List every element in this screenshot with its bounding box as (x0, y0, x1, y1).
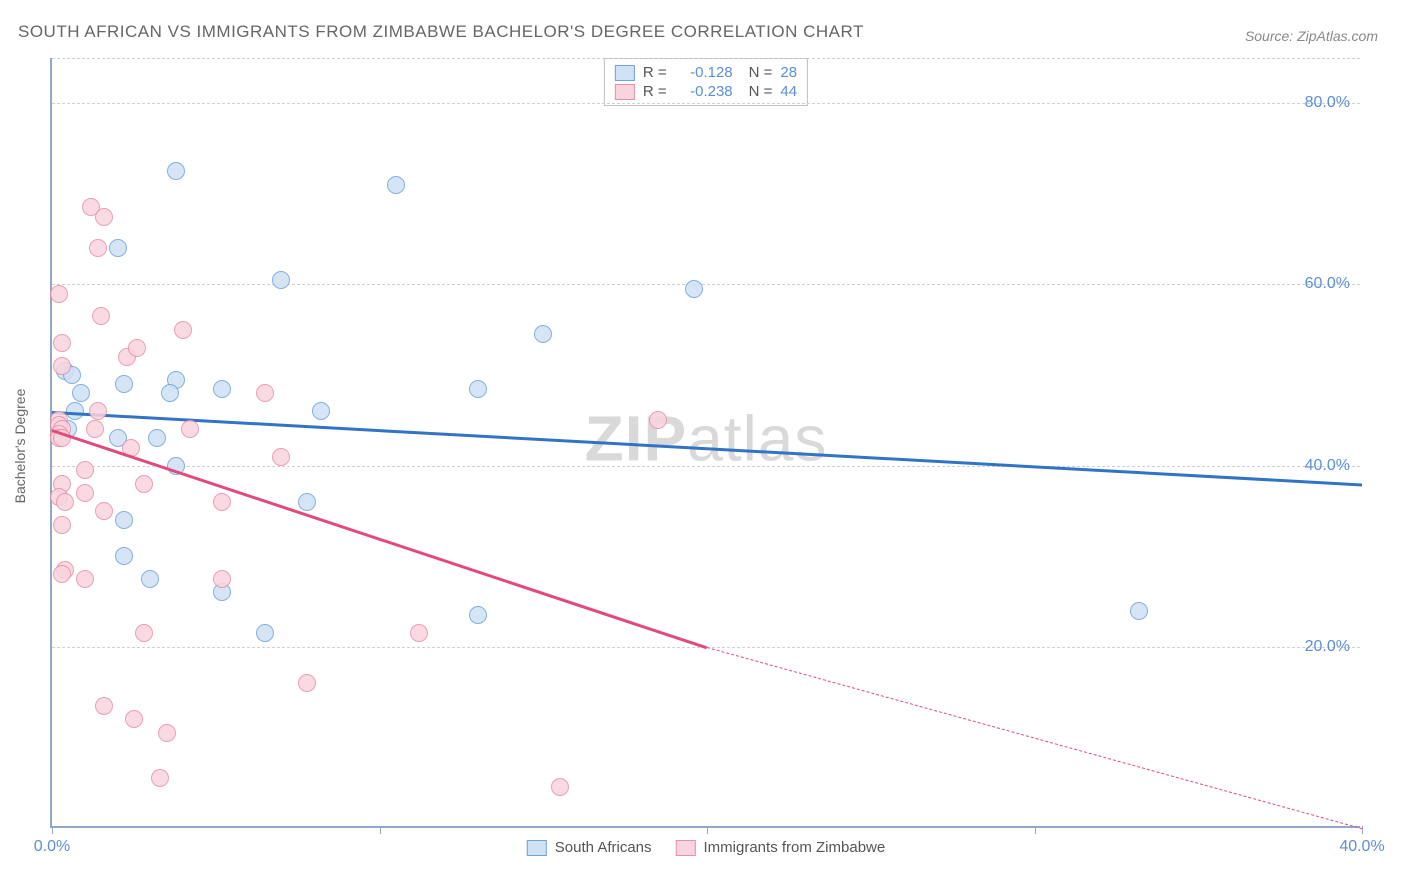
data-point (167, 162, 185, 180)
data-point (158, 724, 176, 742)
series-legend-label: Immigrants from Zimbabwe (704, 839, 886, 856)
data-point (161, 384, 179, 402)
data-point (72, 384, 90, 402)
data-point (387, 176, 405, 194)
data-point (115, 547, 133, 565)
data-point (109, 239, 127, 257)
x-tick-label: 40.0% (1339, 838, 1384, 856)
data-point (272, 448, 290, 466)
series-legend-item: South Africans (527, 839, 652, 856)
chart-title: SOUTH AFRICAN VS IMMIGRANTS FROM ZIMBABW… (18, 22, 864, 42)
data-point (56, 493, 74, 511)
data-point (256, 624, 274, 642)
series-legend: South Africans Immigrants from Zimbabwe (527, 839, 885, 856)
x-tick (1035, 826, 1036, 834)
data-point (298, 493, 316, 511)
plot-area: ZIPatlas R =-0.128N =28R =-0.238N =44 So… (50, 58, 1360, 828)
trend-line (707, 647, 1362, 829)
legend-row: R = -0.128 N = 28 (615, 63, 797, 82)
legend-swatch (527, 840, 547, 856)
data-point (76, 484, 94, 502)
data-point (272, 271, 290, 289)
x-tick (52, 826, 53, 834)
data-point (50, 285, 68, 303)
data-point (135, 624, 153, 642)
data-point (141, 570, 159, 588)
data-point (135, 475, 153, 493)
watermark-rest: atlas (687, 402, 827, 474)
data-point (86, 420, 104, 438)
legend-swatch (615, 65, 635, 81)
data-point (213, 493, 231, 511)
data-point (649, 411, 667, 429)
data-point (95, 502, 113, 520)
data-point (125, 710, 143, 728)
legend-r-label: R = (643, 83, 667, 100)
data-point (151, 769, 169, 787)
legend-n-label: N = (749, 83, 773, 100)
data-point (534, 325, 552, 343)
data-point (95, 697, 113, 715)
data-point (213, 380, 231, 398)
gridline (52, 284, 1360, 285)
data-point (115, 511, 133, 529)
data-point (410, 624, 428, 642)
gridline (52, 103, 1360, 104)
legend-swatch (676, 840, 696, 856)
x-tick (380, 826, 381, 834)
legend-swatch (615, 84, 635, 100)
data-point (92, 307, 110, 325)
data-point (174, 321, 192, 339)
source-attribution: Source: ZipAtlas.com (1245, 28, 1378, 44)
data-point (469, 380, 487, 398)
y-tick-label: 80.0% (1305, 94, 1350, 112)
data-point (53, 334, 71, 352)
data-point (89, 239, 107, 257)
legend-n-value: 28 (780, 64, 797, 81)
x-tick (1362, 826, 1363, 834)
y-tick-label: 20.0% (1305, 638, 1350, 656)
data-point (53, 357, 71, 375)
y-tick-label: 60.0% (1305, 275, 1350, 293)
data-point (128, 339, 146, 357)
series-legend-item: Immigrants from Zimbabwe (676, 839, 886, 856)
legend-r-value: -0.238 (675, 83, 733, 100)
correlation-legend: R = -0.128 N = 28 R = -0.238 N = 44 (604, 58, 808, 106)
data-point (148, 429, 166, 447)
trend-line (52, 411, 1362, 486)
data-point (181, 420, 199, 438)
data-point (89, 402, 107, 420)
gridline (52, 466, 1360, 467)
series-legend-label: South Africans (555, 839, 652, 856)
data-point (256, 384, 274, 402)
data-point (76, 570, 94, 588)
legend-n-label: N = (749, 64, 773, 81)
data-point (551, 778, 569, 796)
x-tick-label: 0.0% (34, 838, 70, 856)
data-point (76, 461, 94, 479)
data-point (213, 570, 231, 588)
y-axis-label: Bachelor's Degree (12, 389, 28, 504)
legend-row: R = -0.238 N = 44 (615, 82, 797, 101)
data-point (53, 516, 71, 534)
watermark-bold: ZIP (585, 402, 688, 474)
data-point (53, 565, 71, 583)
y-tick-label: 40.0% (1305, 457, 1350, 475)
data-point (312, 402, 330, 420)
data-point (95, 208, 113, 226)
data-point (1130, 602, 1148, 620)
gridline (52, 58, 1360, 59)
data-point (685, 280, 703, 298)
watermark: ZIPatlas (585, 401, 828, 475)
data-point (298, 674, 316, 692)
legend-r-value: -0.128 (675, 64, 733, 81)
data-point (115, 375, 133, 393)
trend-line (52, 429, 708, 649)
data-point (469, 606, 487, 624)
legend-n-value: 44 (780, 83, 797, 100)
x-tick (707, 826, 708, 834)
legend-r-label: R = (643, 64, 667, 81)
